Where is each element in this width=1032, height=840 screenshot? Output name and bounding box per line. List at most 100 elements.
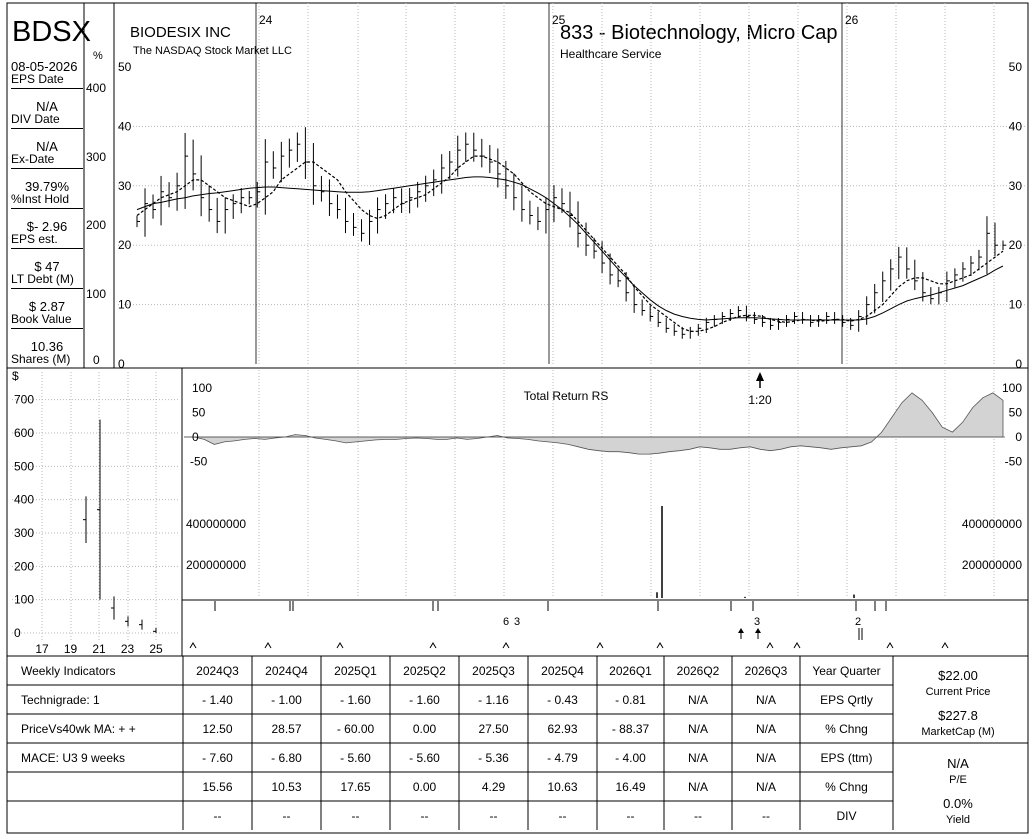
table-cell: 0.00 xyxy=(412,722,437,736)
yield-label: Yield xyxy=(945,814,971,826)
side-stat-label: EPS Date xyxy=(11,72,64,86)
annual-year-label: 17 xyxy=(35,642,49,656)
table-cell: 16.49 xyxy=(615,780,646,794)
annual-year-label: 21 xyxy=(92,642,106,656)
event-label: 2 xyxy=(855,616,861,628)
caret-icon xyxy=(656,642,664,649)
side-stat-label: %Inst Hold xyxy=(11,192,70,206)
price-tick-right: 30 xyxy=(1009,179,1023,193)
table-header-cell: 2025Q3 xyxy=(472,664,515,678)
caret-icon xyxy=(502,642,510,649)
rs-tick-left: 0 xyxy=(192,430,199,444)
table-cell: DIV xyxy=(836,809,857,823)
table-cell: -- xyxy=(351,809,360,823)
side-stat-value: 10.36 xyxy=(30,339,64,354)
table-cell: 0.00 xyxy=(412,780,437,794)
pct-tick: 0 xyxy=(93,353,100,367)
rs-tick-left: -50 xyxy=(190,455,208,469)
table-cell: % Chng xyxy=(825,722,868,736)
price-tick-left: 40 xyxy=(118,119,132,133)
side-stat-0: 08-05-2026 EPS Date xyxy=(11,60,83,89)
side-stat-7: 10.36 Shares (M) xyxy=(11,340,83,366)
side-stat-label: LT Debt (M) xyxy=(11,272,74,286)
company-name: BIODESIX INC xyxy=(130,24,231,41)
table-cell: - 4.00 xyxy=(615,751,646,765)
year-label: 26 xyxy=(845,13,859,27)
table-cell: -- xyxy=(213,809,222,823)
table-cell: - 1.00 xyxy=(271,693,302,707)
event-label: 3 xyxy=(754,616,760,628)
price-tick-left: 50 xyxy=(118,60,132,74)
side-stat-value: $ 2.87 xyxy=(28,299,66,314)
arrow-up-icon xyxy=(755,628,761,633)
side-stat-label: EPS est. xyxy=(11,232,58,246)
yield-value: 0.0% xyxy=(943,796,973,811)
annual-tick: 700 xyxy=(14,393,34,407)
volume-tick-right: 200000000 xyxy=(962,558,1022,572)
table-cell: - 5.60 xyxy=(409,751,440,765)
table-cell: 28.57 xyxy=(271,722,302,736)
side-stat-label: Shares (M) xyxy=(11,352,71,366)
side-stat-4: $- 2.96 EPS est. xyxy=(11,220,83,249)
table-header-cell: 2026Q1 xyxy=(609,664,652,678)
rs-label: Total Return RS xyxy=(524,389,609,403)
table-header-cell: 2024Q4 xyxy=(265,664,308,678)
side-stat-value: N/A xyxy=(36,99,58,114)
caret-icon xyxy=(886,642,894,649)
side-stat-value: $ 47 xyxy=(34,259,60,274)
rs-tick-right: -50 xyxy=(1005,455,1023,469)
current-price-label: Current Price xyxy=(925,686,991,698)
table-cell: - 5.60 xyxy=(340,751,371,765)
table-cell: - 5.36 xyxy=(478,751,509,765)
table-cell: -- xyxy=(420,809,429,823)
table-header-cell: 2026Q3 xyxy=(744,664,788,678)
rs-tick-left: 50 xyxy=(192,406,206,420)
current-price-value: $22.00 xyxy=(938,668,978,683)
table-cell: 17.65 xyxy=(340,780,371,794)
table-cell: -- xyxy=(282,809,291,823)
table-header-cell: 2026Q2 xyxy=(676,664,720,678)
table-cell: N/A xyxy=(755,722,776,736)
price-tick-left: 30 xyxy=(118,179,132,193)
market-cap-value: $227.8 xyxy=(938,708,978,723)
table-cell: PriceVs40wk MA: + + xyxy=(21,722,136,736)
table-cell: MACE: U3 9 weeks xyxy=(21,751,126,765)
caret-icon xyxy=(596,642,604,649)
table-cell: Technigrade: 1 xyxy=(21,693,100,707)
table-cell: -- xyxy=(626,809,635,823)
table-cell: 10.63 xyxy=(547,780,578,794)
side-stat-value: $- 2.96 xyxy=(26,219,68,234)
event-label: 6 xyxy=(503,616,509,628)
pe-value: N/A xyxy=(947,756,969,771)
ticker-symbol: BDSX xyxy=(12,16,91,48)
exchange-name: The NASDAQ Stock Market LLC xyxy=(133,45,292,57)
outer-frame xyxy=(6,2,1029,834)
table-cell: 15.56 xyxy=(202,780,233,794)
ma10-line xyxy=(136,155,1004,332)
side-stat-value: N/A xyxy=(36,139,58,154)
caret-icon xyxy=(336,642,344,649)
ma40-line xyxy=(136,176,1004,321)
side-stat-6: $ 2.87 Book Value xyxy=(11,300,83,329)
table-cell: - 0.43 xyxy=(547,693,578,707)
table-cell: - 0.81 xyxy=(615,693,646,707)
caret-icon xyxy=(189,642,197,649)
table-cell: - 88.37 xyxy=(611,722,650,736)
price-tick-left: 0 xyxy=(118,357,125,371)
table-cell: N/A xyxy=(755,751,776,765)
table-header-cell: Year Quarter xyxy=(812,664,881,678)
table-header-cell: 2025Q2 xyxy=(403,664,446,678)
table-cell: - 4.79 xyxy=(547,751,578,765)
market-cap-label: MarketCap (M) xyxy=(921,726,995,738)
table-cell: 62.93 xyxy=(547,722,578,736)
side-stat-label: DIV Date xyxy=(11,112,60,126)
pct-tick: 100 xyxy=(86,287,107,301)
side-stat-3: 39.79% %Inst Hold xyxy=(11,180,83,209)
table-cell: 12.50 xyxy=(202,722,233,736)
rs-tick-right: 0 xyxy=(1015,430,1022,444)
table-cell: -- xyxy=(489,809,498,823)
event-label: 3 xyxy=(514,616,520,628)
pct-tick: 200 xyxy=(86,218,107,232)
table-cell: N/A xyxy=(687,751,708,765)
